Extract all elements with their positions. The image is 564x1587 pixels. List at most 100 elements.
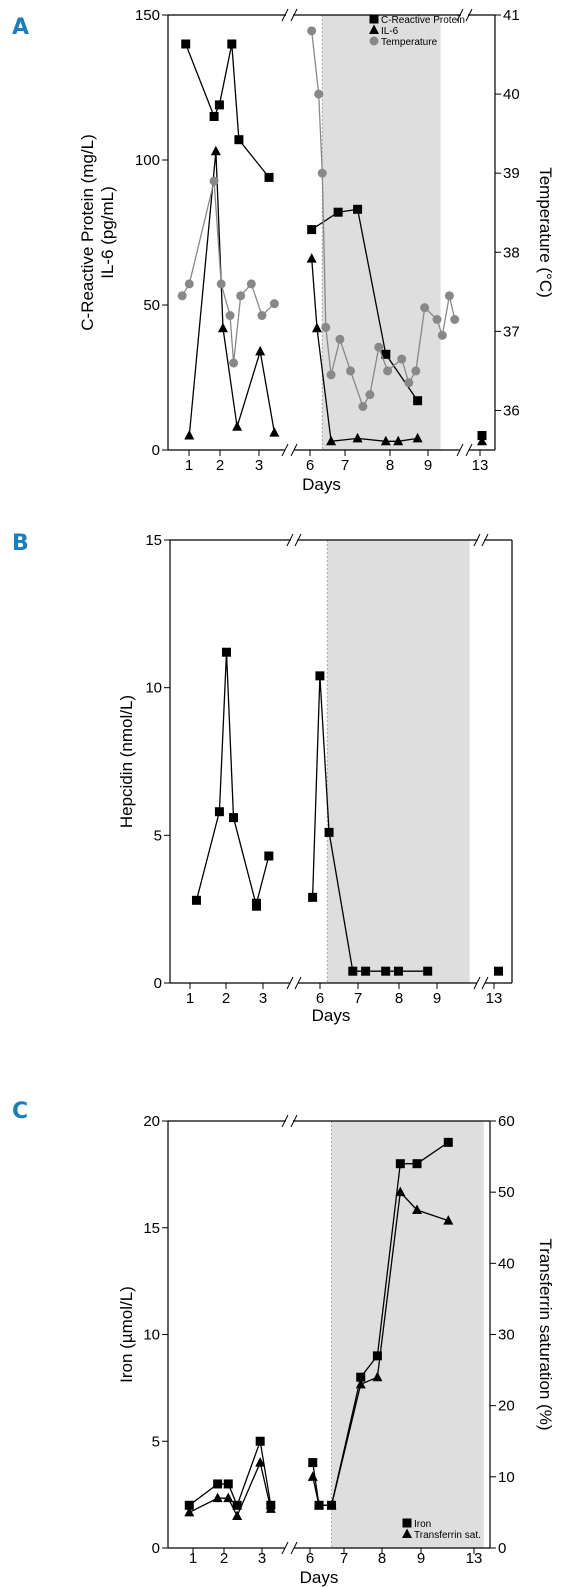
iron-point bbox=[184, 1500, 194, 1510]
transferrin-sat-point bbox=[223, 1492, 234, 1503]
x-tick-label: 3 bbox=[258, 1550, 266, 1567]
il-6-legend-label: IL-6 bbox=[381, 26, 399, 37]
il-6-point bbox=[269, 427, 280, 437]
c-reactive-protein-line bbox=[185, 43, 270, 178]
il-6-point bbox=[210, 145, 221, 156]
c-reactive-protein-point bbox=[381, 349, 391, 359]
y2-tick-label: 40 bbox=[503, 86, 520, 103]
iron-point bbox=[412, 1159, 422, 1169]
temperature-point bbox=[177, 291, 187, 301]
transferrin-sat-point bbox=[212, 1492, 223, 1503]
hepcidin-point bbox=[221, 647, 231, 657]
axis-break-mark bbox=[281, 8, 289, 22]
hepcidin-line bbox=[195, 652, 270, 907]
axis-break-gap bbox=[286, 14, 293, 17]
c-reactive-protein-point bbox=[227, 39, 237, 49]
y2-tick-label: 60 bbox=[498, 1113, 515, 1130]
x-tick-label: 2 bbox=[220, 1550, 228, 1567]
temperature-legend-marker bbox=[369, 36, 379, 46]
iron-legend-marker bbox=[402, 1518, 412, 1528]
y2-tick-label: 39 bbox=[503, 165, 520, 182]
temperature-point bbox=[307, 26, 317, 36]
hepcidin-point bbox=[494, 966, 503, 976]
y-axis-label: Iron (µmol/L) bbox=[117, 1286, 136, 1383]
x-tick-label: 6 bbox=[306, 457, 314, 474]
axis-break-mark bbox=[286, 976, 294, 990]
y-axis-label: C-Reactive Protein (mg/L) bbox=[78, 134, 97, 331]
axis-break-mark bbox=[290, 1541, 298, 1555]
c-reactive-protein-point bbox=[353, 204, 363, 214]
x-tick-label: 7 bbox=[354, 990, 362, 1007]
iron-point bbox=[308, 1458, 318, 1468]
x-tick-label: 8 bbox=[386, 457, 394, 474]
c-reactive-protein-legend-marker bbox=[369, 14, 379, 24]
x-tick-label: 1 bbox=[185, 457, 193, 474]
y2-tick-label: 20 bbox=[498, 1398, 515, 1415]
axis-break-mark bbox=[281, 1114, 289, 1128]
hepcidin-point bbox=[191, 895, 201, 905]
transferrin-sat-legend-label: Transferrin sat. bbox=[414, 1530, 481, 1541]
axis-break-mark bbox=[290, 1114, 298, 1128]
panel-c-chart: 0 5 10 15 20 0 10 20 30 40 50 60 1 2 3 6 7 8 9 13 Days Iron (… bbox=[117, 1113, 555, 1587]
axis-break-gap bbox=[286, 1120, 293, 1123]
iron-point bbox=[372, 1351, 382, 1361]
il-6-point bbox=[255, 345, 266, 356]
axis-break-mark bbox=[473, 533, 481, 547]
x-axis-label: Days bbox=[302, 475, 341, 494]
c-reactive-protein-point bbox=[264, 172, 274, 182]
hepcidin-point bbox=[324, 827, 334, 837]
y-tick-label: 0 bbox=[154, 975, 162, 992]
x-tick-label: 13 bbox=[472, 457, 489, 474]
iron-point bbox=[232, 1500, 242, 1510]
axis-break-mark bbox=[473, 976, 481, 990]
temperature-point bbox=[383, 366, 393, 376]
transferrin-sat-point bbox=[255, 1457, 266, 1467]
y2-axis-label: Temperature (°C) bbox=[536, 167, 555, 298]
temperature-point bbox=[444, 291, 454, 301]
c-reactive-protein-legend-label: C-Reactive Protein bbox=[381, 15, 465, 26]
temperature-point bbox=[246, 279, 256, 289]
y-tick-label: 10 bbox=[143, 1327, 160, 1344]
hepcidin-point bbox=[251, 898, 261, 908]
panel-c-letter: C bbox=[12, 1099, 28, 1124]
y2-tick-label: 37 bbox=[503, 323, 520, 340]
y2-axis-label: Transferrin saturation (%) bbox=[536, 1238, 555, 1430]
axis-break-gap bbox=[478, 539, 484, 542]
temperature-point bbox=[236, 291, 246, 301]
iron-line bbox=[188, 1438, 272, 1508]
transferrin-sat-point bbox=[314, 1499, 325, 1510]
panel-b-letter: B bbox=[12, 531, 29, 556]
hepcidin-point bbox=[308, 892, 318, 902]
axis-break-mark bbox=[286, 533, 294, 547]
c-reactive-protein-point bbox=[477, 431, 487, 440]
temperature-point bbox=[216, 279, 226, 289]
y-tick-label: 100 bbox=[135, 152, 160, 169]
temperature-point bbox=[326, 370, 336, 380]
x-tick-label: 6 bbox=[316, 990, 324, 1007]
axis-break-mark bbox=[481, 533, 489, 547]
transferrin-sat-point bbox=[326, 1499, 337, 1510]
y-tick-label: 150 bbox=[135, 7, 160, 24]
y-tick-label: 0 bbox=[152, 1540, 160, 1557]
y2-tick-label: 0 bbox=[498, 1540, 506, 1557]
hepcidin-point bbox=[214, 807, 224, 817]
c-reactive-protein-point bbox=[413, 396, 423, 406]
axis-break-mark bbox=[481, 976, 489, 990]
il-6-point bbox=[217, 322, 228, 333]
transferrin-sat-point bbox=[395, 1186, 406, 1197]
x-tick-label: 2 bbox=[216, 457, 224, 474]
temperature-point bbox=[437, 330, 447, 340]
hepcidin-point bbox=[393, 966, 403, 976]
temperature-point bbox=[411, 366, 421, 376]
temperature-point bbox=[358, 402, 368, 411]
iron-point bbox=[395, 1159, 405, 1169]
x-tick-label: 3 bbox=[259, 990, 267, 1007]
hepcidin-point bbox=[348, 966, 358, 976]
panel-b-chart: 0 5 10 15 1 2 3 6 7 8 9 13 Days Hepcidin (nmol/L) bbox=[117, 532, 513, 1025]
y2-tick-label: 38 bbox=[503, 244, 520, 261]
transferrin-sat-point bbox=[443, 1215, 454, 1225]
x-tick-label: 9 bbox=[417, 1550, 425, 1567]
temperature-point bbox=[450, 315, 460, 324]
il-6-point bbox=[184, 430, 195, 440]
y-tick-label: 5 bbox=[152, 1433, 160, 1450]
